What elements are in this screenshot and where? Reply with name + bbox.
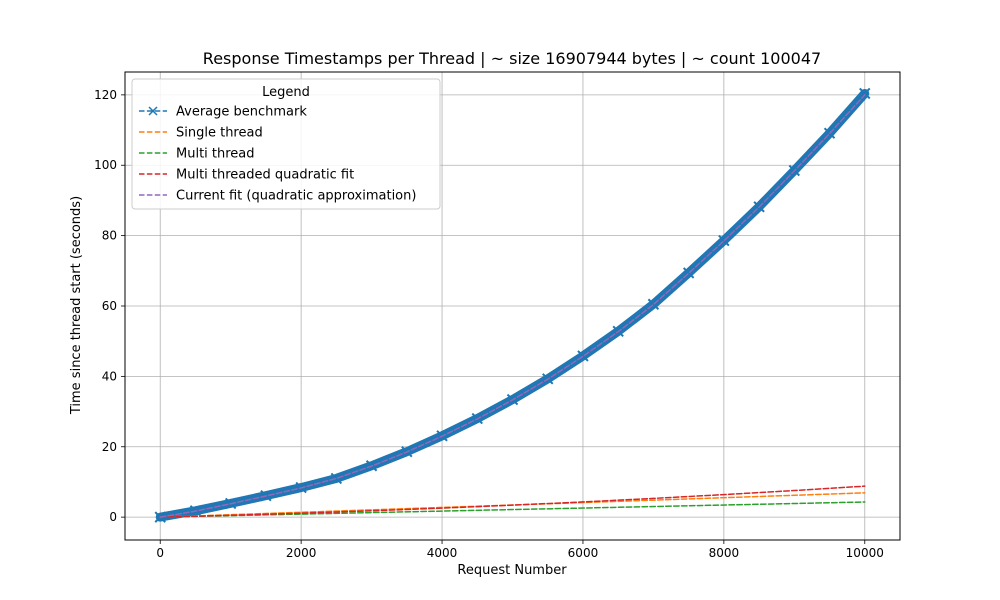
legend-label: Multi thread [176,147,255,162]
tick-layer: 0 2000 4000 6000 8000 10000 0 20 40 60 80 100 120 [94,88,884,560]
legend-box [131,78,441,210]
series-layer [154,87,871,523]
multi-threaded-quadratic-fit-line [159,485,866,518]
y-tick-label: 40 [102,369,117,383]
average-benchmark-marker [330,472,343,485]
x-tick-label: 4000 [427,546,458,560]
y-tick-label: 60 [102,299,117,313]
x-tick-label: 0 [156,546,164,560]
x-axis-label: Request Number [457,563,567,578]
x-tick-label: 10000 [846,546,884,560]
x-tick-label: 2000 [286,546,317,560]
legend-label: Single thread [176,126,263,141]
y-tick-label: 20 [102,440,117,454]
legend: Legend Average benchmark Single thread Mul… [131,78,441,210]
legend-marker [148,106,158,116]
y-tick-label: 100 [94,158,117,172]
legend-item-multi-threaded-quadratic-fit: Multi threaded quadratic fit [139,168,354,183]
x-tick-label: 8000 [709,546,740,560]
legend-item-average-benchmark: Average benchmark [139,105,307,120]
average-benchmark-marker [859,87,871,100]
chart-title: Response Timestamps per Thread | ~ size … [203,49,821,68]
y-tick-label: 80 [102,229,117,243]
current-fit-quadratic-approximation-line [159,94,866,518]
x-tick-label: 6000 [568,546,599,560]
y-axis-label: Time since thread start (seconds) [69,196,84,415]
legend-title: Legend [262,85,310,100]
legend-item-multi-thread: Multi thread [139,147,255,162]
legend-label: Multi threaded quadratic fit [176,168,354,183]
legend-item-single-thread: Single thread [139,126,263,141]
legend-label: Current fit (quadratic approximation) [176,189,416,204]
y-tick-label: 0 [109,510,117,524]
legend-item-current-fit-quadratic-approximation: Current fit (quadratic approximation) [139,189,416,204]
multi-thread-line [159,501,866,518]
y-tick-label: 120 [94,88,117,102]
legend-items: Average benchmark Single thread Multi thre… [139,105,416,204]
legend-label: Average benchmark [176,105,307,120]
